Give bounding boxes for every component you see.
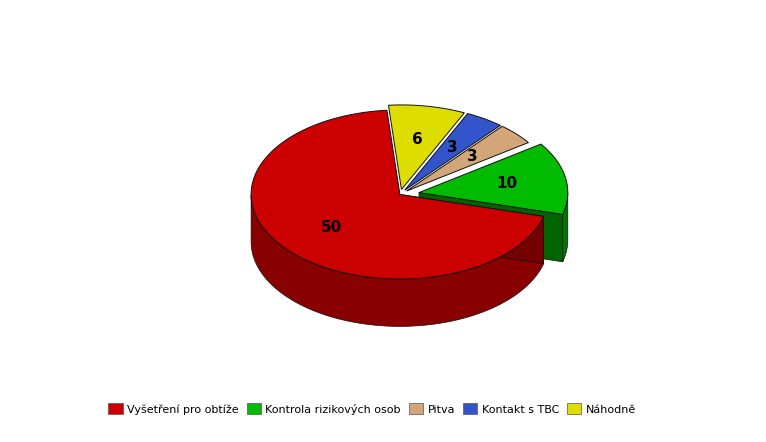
- Legend: Vyšetření pro obtíže, Kontrola rizikových osob, Pitva, Kontakt s TBC, Náhodně: Vyšetření pro obtíže, Kontrola rizikovýc…: [108, 404, 636, 415]
- Polygon shape: [419, 193, 563, 262]
- Polygon shape: [404, 114, 500, 190]
- Polygon shape: [251, 110, 544, 279]
- Polygon shape: [407, 126, 529, 191]
- Text: 10: 10: [496, 176, 518, 191]
- Polygon shape: [400, 194, 544, 264]
- Text: 50: 50: [321, 220, 342, 235]
- Polygon shape: [388, 105, 464, 190]
- Text: 6: 6: [411, 132, 422, 147]
- Text: 3: 3: [467, 149, 478, 164]
- Text: 3: 3: [447, 140, 458, 155]
- Polygon shape: [563, 193, 568, 262]
- Polygon shape: [251, 195, 544, 326]
- Polygon shape: [419, 144, 568, 214]
